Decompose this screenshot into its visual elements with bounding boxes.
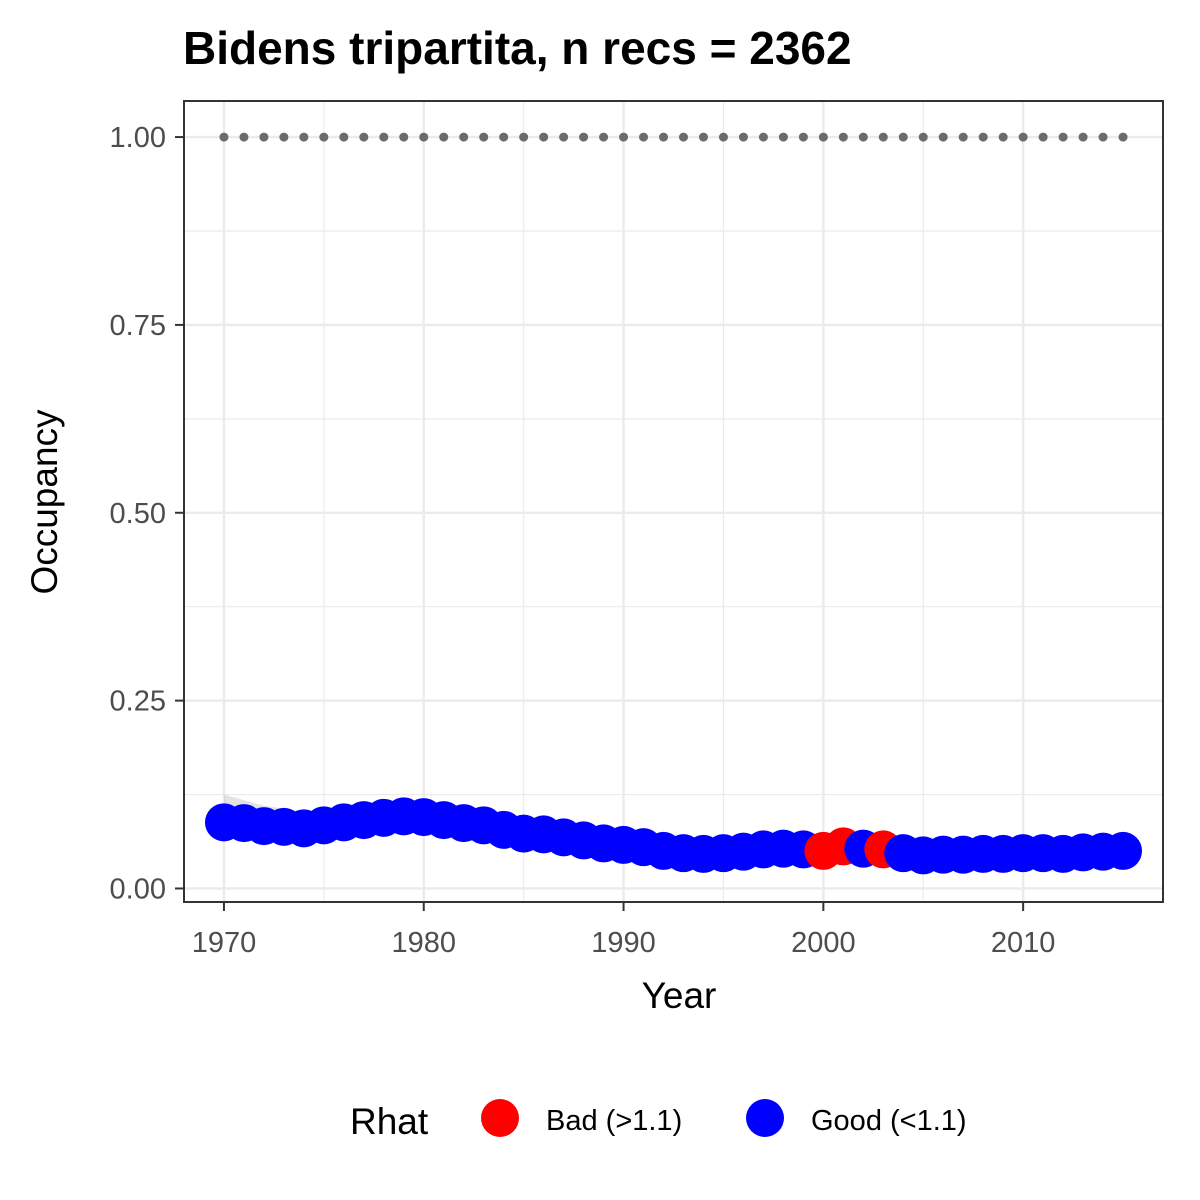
- reference-dot: [219, 132, 229, 142]
- reference-dot: [718, 132, 728, 142]
- plot-panel-background: [184, 101, 1163, 902]
- reference-dot: [698, 132, 708, 142]
- reference-dot: [858, 132, 868, 142]
- reference-dot: [239, 132, 249, 142]
- reference-dot: [539, 132, 549, 142]
- x-tick-label: 1990: [591, 927, 656, 959]
- grid-lines: [184, 101, 1163, 902]
- x-tick-label: 2000: [791, 927, 856, 959]
- reference-dot: [898, 132, 908, 142]
- reference-dot: [1078, 132, 1088, 142]
- chart-title: Bidens tripartita, n recs = 2362: [183, 22, 852, 74]
- reference-dot: [459, 132, 469, 142]
- reference-dot: [659, 132, 669, 142]
- reference-dot: [838, 132, 848, 142]
- reference-dot: [818, 132, 828, 142]
- reference-dot: [319, 132, 329, 142]
- y-axis-title: Occupancy: [24, 409, 65, 595]
- reference-dot: [958, 132, 968, 142]
- reference-dot: [938, 132, 948, 142]
- legend: Rhat Bad (>1.1) Good (<1.1): [350, 1099, 967, 1142]
- reference-dot: [579, 132, 589, 142]
- reference-dot: [1118, 132, 1128, 142]
- reference-dot: [379, 132, 389, 142]
- reference-dot: [1018, 132, 1028, 142]
- y-tick-label: 0.50: [110, 498, 166, 530]
- reference-line-dotted: [219, 132, 1128, 142]
- x-axis-title: Year: [642, 975, 717, 1016]
- x-tick-label: 1980: [391, 927, 456, 959]
- data-points: [204, 797, 1143, 875]
- axes: 1970 1980 1990 2000 2010 0.00 0.25 0.50 0.75 1.00: [110, 122, 1056, 959]
- reference-dot: [878, 132, 888, 142]
- y-tick-label: 0.25: [110, 686, 166, 718]
- reference-dot: [1098, 132, 1108, 142]
- reference-dot: [798, 132, 808, 142]
- reference-dot: [399, 132, 409, 142]
- reference-dot: [1038, 132, 1048, 142]
- y-tick-label: 0.75: [110, 310, 166, 342]
- reference-dot: [439, 132, 449, 142]
- reference-dot: [599, 132, 609, 142]
- reference-dot: [778, 132, 788, 142]
- reference-dot: [639, 132, 649, 142]
- reference-dot: [918, 132, 928, 142]
- reference-dot: [279, 132, 289, 142]
- plot-panel-border: [183, 100, 1164, 903]
- legend-title: Rhat: [350, 1101, 429, 1142]
- reference-dot: [758, 132, 768, 142]
- reference-dot: [499, 132, 509, 142]
- reference-dot: [678, 132, 688, 142]
- reference-dot: [998, 132, 1008, 142]
- legend-label-bad: Bad (>1.1): [546, 1105, 682, 1137]
- x-tick-label: 1970: [192, 927, 257, 959]
- reference-dot: [359, 132, 369, 142]
- reference-dot: [559, 132, 569, 142]
- y-tick-label: 0.00: [110, 873, 166, 905]
- reference-dot: [339, 132, 349, 142]
- reference-dot: [619, 132, 629, 142]
- reference-dot: [299, 132, 309, 142]
- reference-dot: [519, 132, 529, 142]
- y-tick-label: 1.00: [110, 122, 166, 154]
- reference-dot: [479, 132, 489, 142]
- data-point-good: [1104, 831, 1143, 870]
- reference-dot: [738, 132, 748, 142]
- x-tick-label: 2010: [991, 927, 1056, 959]
- reference-dot: [978, 132, 988, 142]
- reference-dot: [259, 132, 269, 142]
- reference-dot: [1058, 132, 1068, 142]
- legend-key-bad: [481, 1099, 519, 1137]
- legend-key-good: [746, 1099, 784, 1137]
- reference-dot: [419, 132, 429, 142]
- legend-label-good: Good (<1.1): [811, 1105, 967, 1137]
